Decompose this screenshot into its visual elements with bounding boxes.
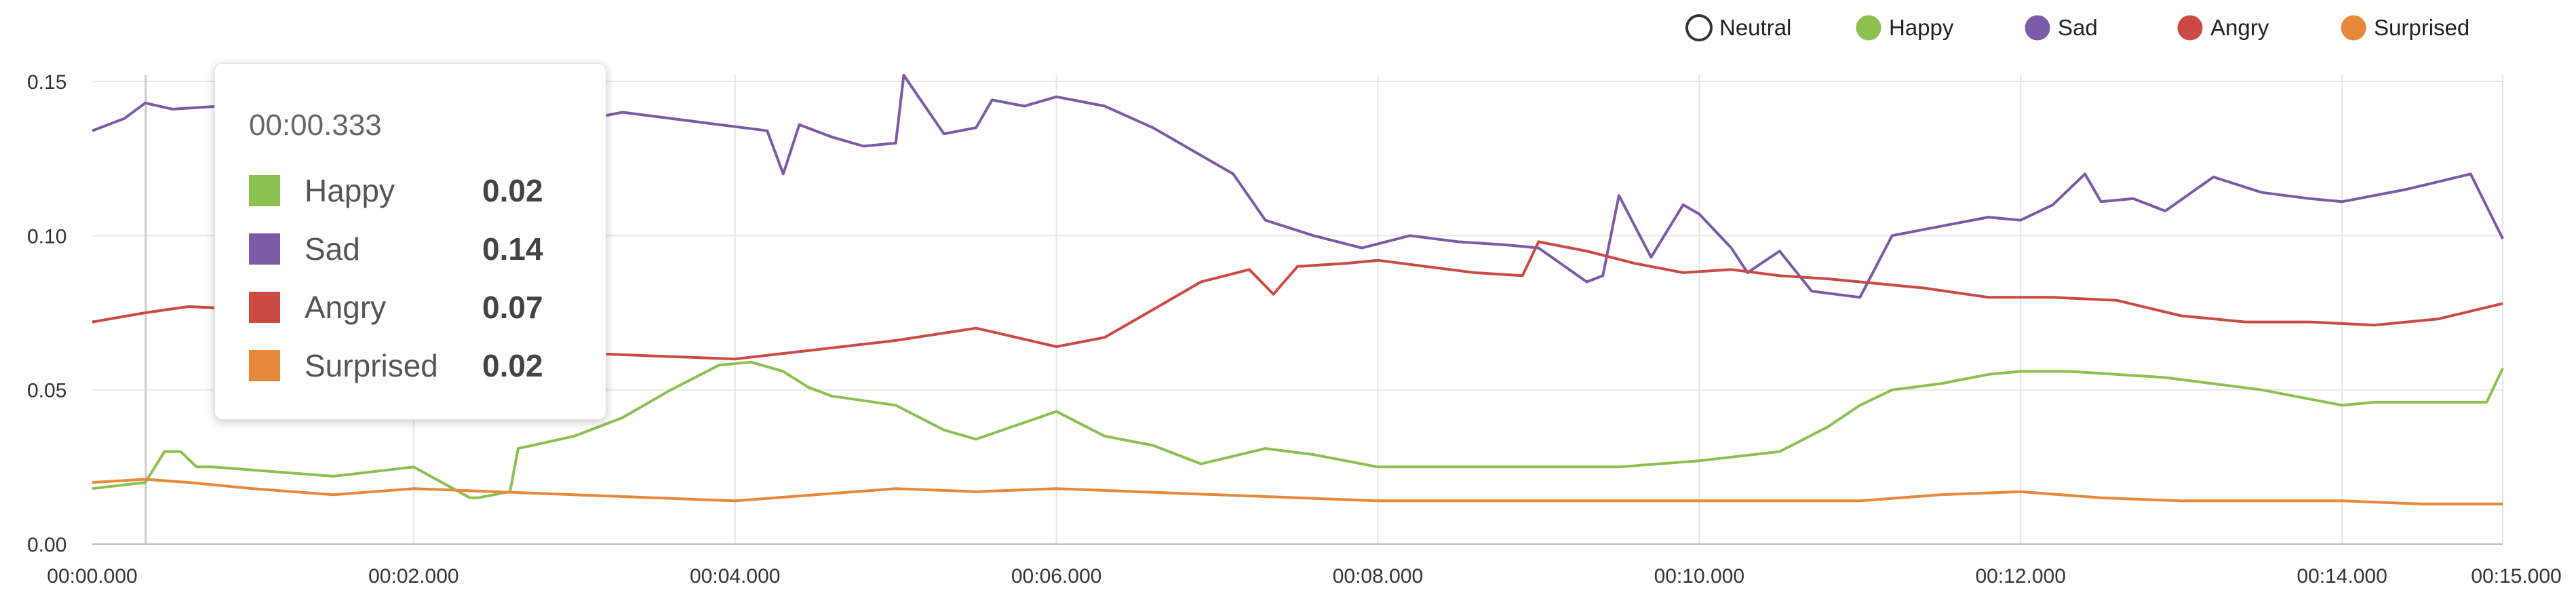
x-tick-label: 00:04.000: [690, 565, 780, 588]
legend-label: Happy: [1889, 15, 1954, 40]
x-tick-label: 00:06.000: [1011, 565, 1101, 588]
tooltip-value: 0.14: [482, 231, 543, 267]
series-line-surprised: [92, 478, 2503, 505]
y-tick-label: 0.00: [27, 534, 66, 556]
legend-marker-sad: [2025, 15, 2050, 41]
tooltip-label: Surprised: [305, 348, 438, 383]
axes: 0.00 0.05 0.10 0.15 00:00.000 00:02.000 00:04.…: [27, 71, 2562, 588]
y-tick-label: 0.05: [27, 380, 66, 402]
legend-item-happy[interactable]: Happy: [1856, 15, 1954, 41]
legend-label: Sad: [2058, 15, 2098, 40]
tooltip-time: 00:00.333: [249, 109, 382, 142]
legend-marker-happy: [1856, 15, 1881, 41]
series-line-sad: [92, 73, 2504, 299]
legend-label: Surprised: [2374, 15, 2470, 40]
hover-tooltip: 00:00.333 Happy 0.02 Sad 0.14 Angry 0.07…: [214, 63, 606, 420]
x-tick-label: 00:10.000: [1654, 565, 1744, 588]
legend-item-neutral[interactable]: Neutral: [1685, 14, 1791, 41]
x-tick-label: 00:08.000: [1333, 565, 1423, 588]
legend-marker-neutral: [1685, 14, 1713, 41]
angry-swatch: [249, 292, 280, 323]
y-tick-label: 0.10: [27, 225, 66, 248]
tooltip-row-sad: Sad 0.14: [249, 220, 606, 278]
legend-label: Angry: [2210, 15, 2269, 40]
tooltip-row-happy: Happy 0.02: [249, 161, 606, 220]
x-tick-label: 00:15.000: [2471, 565, 2561, 588]
x-tick-label: 00:00.000: [47, 565, 137, 588]
tooltip-label: Happy: [305, 173, 395, 208]
tooltip-row-surprised: Surprised 0.02: [249, 336, 606, 395]
legend-item-angry[interactable]: Angry: [2177, 15, 2269, 41]
happy-swatch: [249, 175, 280, 206]
surprised-swatch: [249, 350, 280, 381]
sad-swatch: [249, 233, 280, 265]
legend-marker-angry: [2177, 15, 2203, 41]
legend-item-surprised[interactable]: Surprised: [2341, 15, 2470, 41]
y-tick-label: 0.15: [27, 71, 66, 94]
legend-label: Neutral: [1719, 15, 1791, 40]
tooltip-label: Angry: [305, 290, 387, 325]
legend: Neutral Happy Sad Angry Surprised: [1685, 14, 2470, 41]
tooltip-value: 0.07: [482, 290, 543, 325]
x-tick-label: 00:12.000: [1975, 565, 2065, 588]
x-tick-label: 00:14.000: [2297, 565, 2387, 588]
tooltip-label: Sad: [305, 231, 360, 267]
x-tick-label: 00:02.000: [368, 565, 458, 588]
tooltip-row-angry: Angry 0.07: [249, 278, 606, 336]
series-line-happy: [92, 360, 2504, 499]
tooltip-value: 0.02: [482, 348, 543, 383]
tooltip-value: 0.02: [482, 173, 543, 208]
legend-item-sad[interactable]: Sad: [2025, 15, 2098, 41]
legend-marker-surprised: [2341, 15, 2366, 41]
